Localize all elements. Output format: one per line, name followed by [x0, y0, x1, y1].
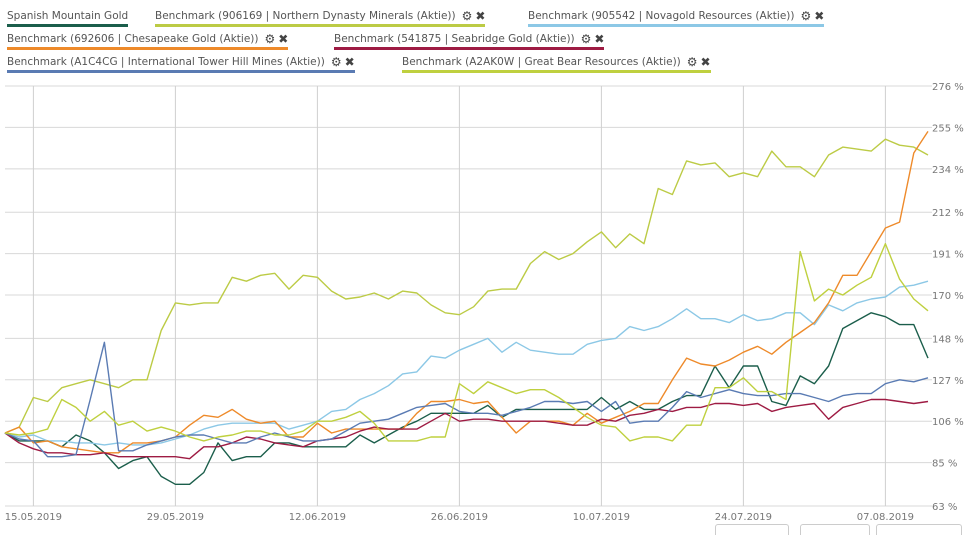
x-tick-label: 15.05.2019 [5, 512, 62, 523]
legend-item[interactable]: Spanish Mountain Gold [7, 10, 129, 27]
legend-label: Benchmark (692606 | Chesapeake Gold (Akt… [7, 33, 259, 45]
range-button[interactable] [715, 524, 789, 535]
legend-item[interactable]: Benchmark (906169 | Northern Dynasty Min… [155, 9, 486, 27]
x-tick-label: 12.06.2019 [289, 512, 346, 523]
legend-label: Spanish Mountain Gold [7, 10, 129, 22]
x-tick-label: 29.05.2019 [147, 512, 204, 523]
legend-label: Benchmark (541875 | Seabridge Gold (Akti… [334, 33, 575, 45]
gear-icon[interactable]: ⚙ [686, 55, 698, 69]
series-line [4, 341, 929, 458]
close-icon[interactable]: ✖ [594, 32, 605, 46]
legend-label: Benchmark (A2AK0W | Great Bear Resources… [402, 56, 681, 68]
close-icon[interactable]: ✖ [814, 9, 825, 23]
series-line [4, 242, 929, 442]
y-tick-label: 106 % [932, 417, 964, 428]
y-tick-label: 234 % [932, 165, 964, 176]
gear-icon[interactable]: ⚙ [264, 32, 276, 46]
legend-item[interactable]: Benchmark (A1C4CG | International Tower … [7, 56, 355, 73]
y-tick-label: 170 % [932, 291, 964, 302]
y-tick-label: 212 % [932, 208, 964, 219]
x-tick-label: 10.07.2019 [573, 512, 630, 523]
range-button[interactable] [876, 524, 962, 535]
gear-icon[interactable]: ⚙ [800, 9, 812, 23]
y-tick-label: 191 % [932, 250, 964, 261]
gear-icon[interactable]: ⚙ [461, 9, 473, 23]
x-tick-label: 24.07.2019 [715, 512, 772, 523]
series-line [4, 138, 929, 434]
y-tick-label: 255 % [932, 123, 964, 134]
y-tick-label: 127 % [932, 376, 964, 387]
legend-label: Benchmark (905542 | Novagold Resources (… [528, 10, 795, 22]
x-tick-label: 26.06.2019 [431, 512, 488, 523]
close-icon[interactable]: ✖ [475, 9, 486, 23]
gear-icon[interactable]: ⚙ [330, 55, 342, 69]
series-line [4, 131, 929, 454]
y-tick-label: 85 % [932, 459, 957, 470]
close-icon[interactable]: ✖ [344, 55, 355, 69]
series-line [4, 312, 929, 485]
close-icon[interactable]: ✖ [700, 55, 711, 69]
series-line [4, 398, 929, 460]
close-icon[interactable]: ✖ [278, 32, 289, 46]
y-tick-label: 148 % [932, 334, 964, 345]
x-tick-label: 07.08.2019 [857, 512, 914, 523]
legend-item[interactable]: Benchmark (905542 | Novagold Resources (… [528, 9, 825, 27]
legend-item[interactable]: Benchmark (692606 | Chesapeake Gold (Akt… [7, 32, 289, 50]
series-line [4, 280, 929, 446]
gear-icon[interactable]: ⚙ [580, 32, 592, 46]
range-button[interactable] [800, 524, 870, 535]
legend-label: Benchmark (A1C4CG | International Tower … [7, 56, 325, 68]
legend-item[interactable]: Benchmark (541875 | Seabridge Gold (Akti… [334, 32, 605, 50]
y-tick-label: 63 % [932, 502, 957, 513]
legend-item[interactable]: Benchmark (A2AK0W | Great Bear Resources… [402, 56, 711, 73]
legend-label: Benchmark (906169 | Northern Dynasty Min… [155, 10, 456, 22]
y-tick-label: 276 % [932, 82, 964, 93]
